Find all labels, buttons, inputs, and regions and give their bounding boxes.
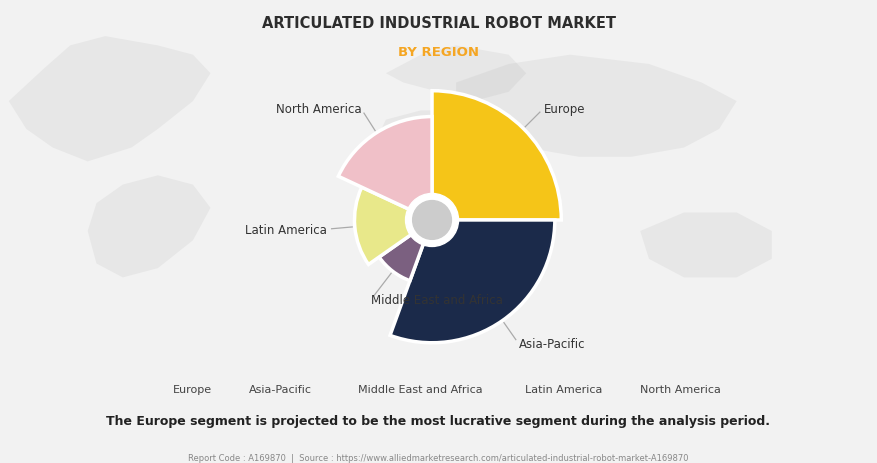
- Wedge shape: [339, 117, 432, 213]
- Wedge shape: [354, 188, 417, 265]
- Polygon shape: [9, 37, 210, 162]
- Wedge shape: [432, 92, 561, 220]
- Text: Latin America: Latin America: [524, 384, 602, 394]
- Text: Latin America: Latin America: [245, 223, 326, 236]
- Text: The Europe segment is projected to be the most lucrative segment during the anal: The Europe segment is projected to be th…: [106, 414, 771, 427]
- Text: BY REGION: BY REGION: [398, 46, 479, 59]
- Polygon shape: [386, 46, 526, 102]
- Polygon shape: [88, 176, 210, 278]
- Text: North America: North America: [275, 103, 361, 116]
- Text: North America: North America: [640, 384, 721, 394]
- Polygon shape: [640, 213, 772, 278]
- Text: Asia-Pacific: Asia-Pacific: [519, 338, 585, 350]
- Circle shape: [405, 194, 459, 247]
- Text: Middle East and Africa: Middle East and Africa: [359, 384, 483, 394]
- Text: Europe: Europe: [544, 103, 585, 116]
- Circle shape: [413, 201, 452, 240]
- Text: Report Code : A169870  |  Source : https://www.alliedmarketresearch.com/articula: Report Code : A169870 | Source : https:/…: [189, 453, 688, 462]
- Text: Europe: Europe: [174, 384, 212, 394]
- Text: ARTICULATED INDUSTRIAL ROBOT MARKET: ARTICULATED INDUSTRIAL ROBOT MARKET: [261, 16, 616, 31]
- Polygon shape: [368, 111, 509, 232]
- Text: Asia-Pacific: Asia-Pacific: [249, 384, 311, 394]
- Text: Middle East and Africa: Middle East and Africa: [371, 294, 503, 307]
- Wedge shape: [379, 232, 425, 281]
- Wedge shape: [390, 220, 555, 343]
- Polygon shape: [456, 56, 737, 157]
